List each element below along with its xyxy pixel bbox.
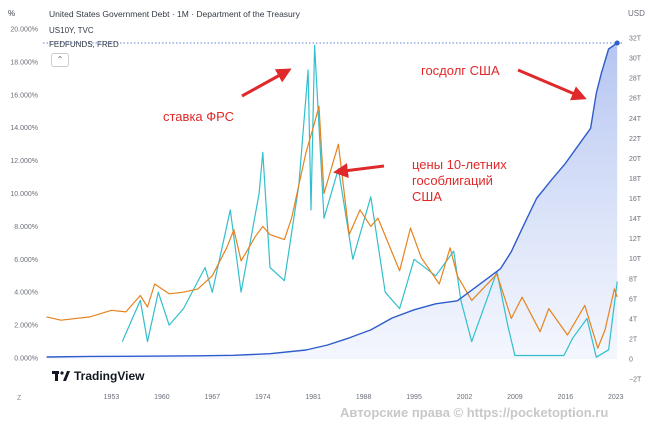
tradingview-logo-icon: [52, 371, 70, 381]
y-left-tick-label: 0.000%: [14, 356, 38, 363]
y-right-tick-label: −2T: [629, 377, 642, 384]
debt-area-fill: [46, 43, 618, 359]
annotation-bonds-line2: гособлигаций: [412, 173, 493, 188]
y-left-tick-label: 16.000%: [10, 92, 38, 99]
y-right-tick-label: 2T: [629, 336, 638, 343]
fedfunds-series-line: [121, 44, 618, 358]
annotation-debt: госдолг США: [421, 63, 500, 78]
y-left-tick-label: 12.000%: [10, 158, 38, 165]
debt-last-point: [614, 40, 620, 46]
x-tick-label: 1967: [205, 394, 221, 401]
x-tick-label: 2002: [457, 394, 473, 401]
y-right-tick-label: 30T: [629, 56, 642, 63]
legend-collapse-button[interactable]: ⌃: [51, 53, 69, 67]
chart-title: United States Government Debt · 1M · Dep…: [49, 9, 300, 19]
y-right-tick-label: 10T: [629, 256, 642, 263]
annotation-bonds-line3: США: [412, 189, 442, 204]
legend-fedfunds[interactable]: FEDFUNDS, FRED: [49, 40, 119, 49]
y-left-tick-label: 14.000%: [10, 125, 38, 132]
y-axis-left: 0.000% 2.000% 4.000% 6.000% 8.000% 10.000% 12.…: [10, 27, 38, 363]
y-right-tick-label: 26T: [629, 96, 642, 103]
x-tick-label: 2009: [507, 394, 523, 401]
legend-us10y[interactable]: US10Y, TVC: [49, 26, 94, 35]
tradingview-logo-text: TradingView: [74, 369, 145, 383]
x-tick-label: 1995: [406, 394, 422, 401]
right-axis-unit: USD: [628, 9, 645, 18]
y-right-tick-label: 14T: [629, 216, 642, 223]
y-left-tick-label: 18.000%: [10, 59, 38, 66]
x-tick-label: 1981: [305, 394, 321, 401]
y-left-tick-label: 20.000%: [10, 27, 38, 34]
x-axis: 1953 1960 1967 1974 1981 1988 1995 2002 2009 2016…: [104, 394, 624, 401]
y-left-tick-label: 4.000%: [14, 290, 38, 297]
y-right-tick-label: 24T: [629, 116, 642, 123]
y-left-tick-label: 10.000%: [10, 191, 38, 198]
debt-series-line: [46, 42, 618, 358]
y-right-tick-label: 16T: [629, 196, 642, 203]
x-tick-label: 2016: [558, 394, 574, 401]
y-right-tick-label: 28T: [629, 76, 642, 83]
series-layer: [46, 40, 620, 358]
x-tick-label: 1960: [154, 394, 170, 401]
y-right-tick-label: 12T: [629, 236, 642, 243]
x-tick-label: 1953: [104, 394, 120, 401]
y-right-tick-label: 6T: [629, 296, 638, 303]
debt-arrow-icon: [517, 68, 587, 101]
y-left-tick-label: 6.000%: [14, 257, 38, 264]
y-axis-right: −2T 0 2T 4T 6T 8T 10T 12T 14T 16T 18T 20T 22T 24T 26T 2…: [629, 36, 642, 384]
annotation-fed-rate: ставка ФРС: [163, 109, 235, 124]
watermark: Авторские права © https://pocketoption.r…: [340, 405, 609, 420]
y-left-tick-label: 8.000%: [14, 224, 38, 231]
y-right-tick-label: 0: [629, 357, 633, 364]
fed-rate-arrow-icon: [241, 68, 292, 98]
y-right-tick-label: 8T: [629, 276, 638, 283]
scale-reset-button[interactable]: Z: [17, 395, 22, 402]
tradingview-logo: TradingView: [52, 369, 144, 383]
x-tick-label: 1974: [255, 394, 271, 401]
y-right-tick-label: 18T: [629, 176, 642, 183]
bonds-arrow-icon: [333, 163, 385, 178]
left-axis-unit: %: [8, 9, 16, 18]
y-right-tick-label: 20T: [629, 156, 642, 163]
y-right-tick-label: 4T: [629, 316, 638, 323]
y-left-tick-label: 2.000%: [14, 323, 38, 330]
x-tick-label: 2023: [608, 394, 624, 401]
y-right-tick-label: 22T: [629, 136, 642, 143]
y-right-tick-label: 32T: [629, 36, 642, 43]
x-tick-label: 1988: [356, 394, 372, 401]
us10y-series-line: [46, 105, 618, 349]
annotation-bonds-line1: цены 10-летних: [412, 157, 507, 172]
